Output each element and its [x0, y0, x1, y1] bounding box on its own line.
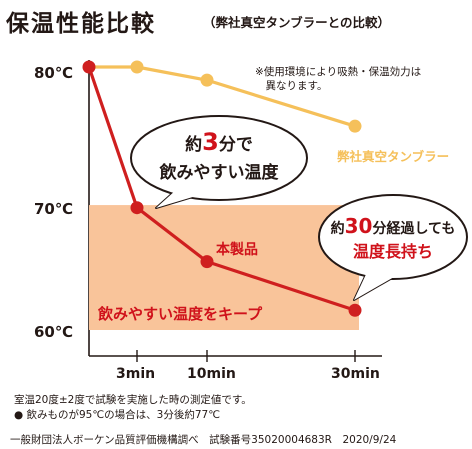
x-tick-label-3min: 3min [116, 366, 156, 382]
series-label-tumbler: 弊社真空タンブラー [337, 149, 449, 164]
x-tick-label-30min: 30min [331, 366, 380, 382]
callout-3min-tail-cover [156, 190, 196, 208]
callout-3min-line2: 飲みやすい温度 [159, 162, 280, 183]
callout-30min-pre: 約 [331, 220, 345, 237]
data-point-tumbler-3min [130, 60, 144, 74]
series-line-tumbler [89, 65, 356, 128]
callout-30min-line2: 温度長持ち [352, 242, 433, 261]
y-tick-label-80: 80℃ [34, 64, 74, 82]
series-label-product: 本製品 [216, 241, 258, 258]
callout-30min-tail-cover [354, 270, 394, 300]
data-point-tumbler-10min [200, 73, 214, 87]
callout-3min-ellipse [130, 115, 308, 201]
page-title: 保温性能比較 [6, 11, 156, 37]
data-point-product-0min [82, 60, 96, 74]
data-point-product-30min [348, 303, 362, 317]
usage-note: ※使用環境により吸熱・保温効力は 異なります。 [255, 66, 422, 92]
data-point-tumbler-30min [348, 119, 362, 133]
callout-30min-ellipse [318, 194, 468, 280]
data-point-product-10min [200, 255, 214, 269]
y-tick-label-60: 60℃ [34, 323, 74, 341]
page-subtitle: （弊社真空タンブラーとの比較） [203, 15, 391, 30]
callout-3min-mid: 分で [219, 135, 253, 155]
callout-30min-mid: 分経過しても [372, 220, 455, 237]
series-line-product [87, 66, 356, 312]
footnote-95c: ● 飲みものが95℃の場合は、3分後約77℃ [14, 409, 220, 421]
footnote-source: 一般財団法人ボーケン品質評価機構調べ 試験番号35020004683R 2020… [10, 434, 397, 446]
footnote-condition: 室温20度±2度で試験を実施した時の測定値です。 [14, 394, 252, 406]
callout-3min-num: 3 [202, 128, 219, 156]
callout-30min-num: 30 [345, 214, 373, 238]
callout-3min-pre: 約 [185, 134, 202, 155]
x-tick-label-10min: 10min [187, 366, 236, 382]
drink-zone-label: 飲みやすい温度をキープ [97, 305, 263, 323]
callout-3min-line1: 約3分で [185, 128, 253, 156]
callout-30min-line1: 約30分経過しても [331, 214, 456, 238]
y-tick-label-70: 70℃ [34, 200, 74, 218]
data-point-product-3min [130, 201, 144, 215]
